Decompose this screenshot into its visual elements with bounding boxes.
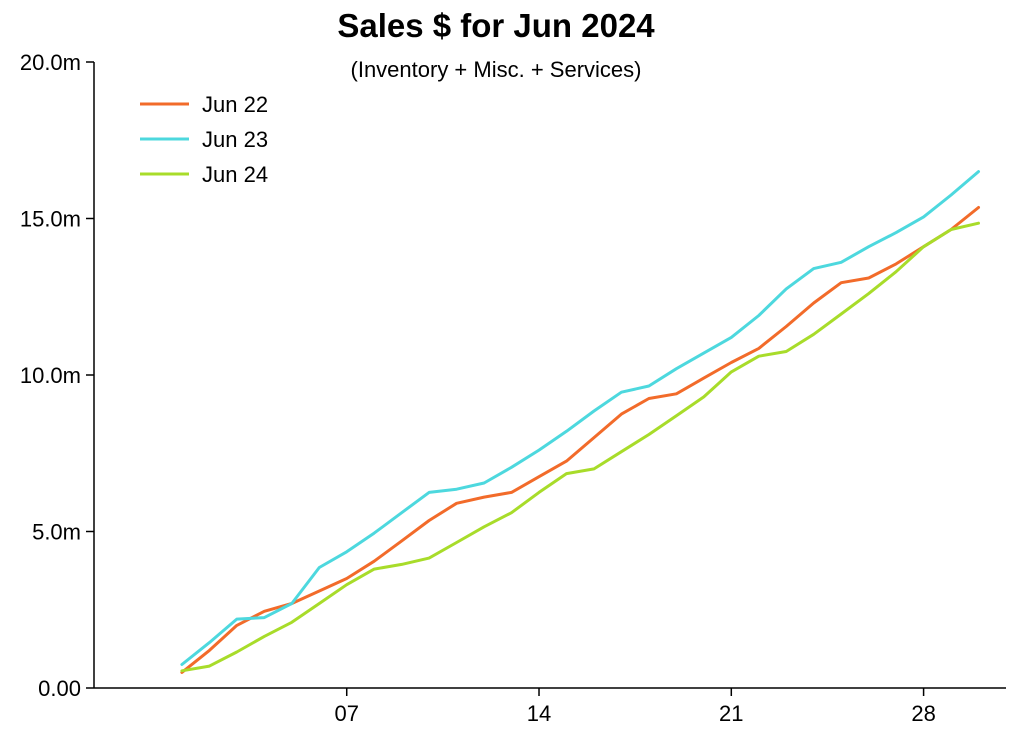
x-tick-label: 21: [719, 701, 743, 726]
y-axis-ticks: 0.00 5.0m 10.0m 15.0m 20.0m: [20, 50, 94, 701]
legend[interactable]: Jun 22 Jun 23 Jun 24: [140, 92, 268, 187]
x-axis-ticks: 07 14 21 28: [334, 688, 936, 726]
legend-item-jun-23[interactable]: Jun 23: [140, 127, 268, 152]
series-line-jun-23: [180, 170, 980, 666]
legend-label: Jun 23: [202, 127, 268, 152]
chart-axes: [93, 62, 1006, 689]
legend-item-jun-22[interactable]: Jun 22: [140, 92, 268, 117]
y-tick-label: 20.0m: [20, 50, 81, 75]
y-tick-label: 0.00: [38, 676, 81, 701]
y-tick-label: 5.0m: [32, 520, 81, 545]
chart-subtitle: (Inventory + Misc. + Services): [351, 57, 642, 82]
y-tick-label: 15.0m: [20, 207, 81, 232]
series-line-jun-24: [180, 221, 980, 673]
legend-label: Jun 24: [202, 162, 268, 187]
legend-label: Jun 22: [202, 92, 268, 117]
chart-title: Sales $ for Jun 2024: [337, 7, 655, 44]
y-tick-label: 10.0m: [20, 363, 81, 388]
series-lines: [180, 170, 980, 674]
x-tick-label: 28: [911, 701, 935, 726]
legend-item-jun-24[interactable]: Jun 24: [140, 162, 268, 187]
x-tick-label: 14: [527, 701, 551, 726]
x-tick-label: 07: [334, 701, 358, 726]
series-line-jun-22: [180, 206, 980, 674]
